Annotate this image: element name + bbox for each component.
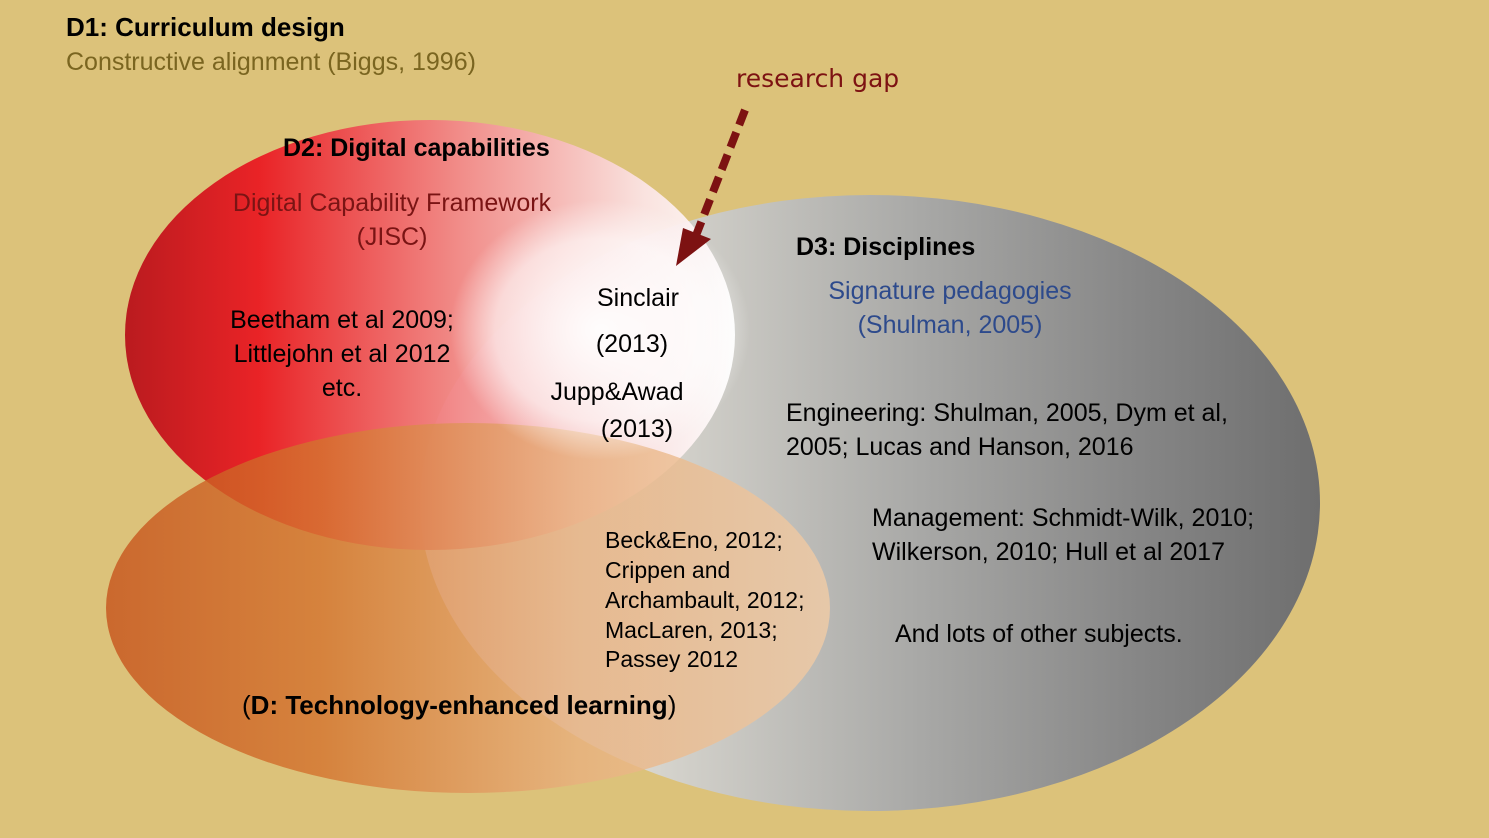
intersection-line4: (2013) bbox=[600, 415, 674, 443]
d2-title: D2: Digital capabilities bbox=[283, 134, 550, 162]
d-tel-title: D: Technology-enhanced learning bbox=[250, 690, 668, 720]
intersection-line3: Jupp&Awad bbox=[550, 378, 684, 406]
d3-management-line1: Management: Schmidt-Wilk, 2010; bbox=[872, 504, 1255, 532]
d1-title: D1: Curriculum design bbox=[66, 12, 345, 42]
intersection-highlight bbox=[450, 200, 750, 460]
d1-subtitle: Constructive alignment (Biggs, 1996) bbox=[66, 48, 476, 76]
tel-ellipse bbox=[106, 423, 830, 793]
d-tel-open-paren: ( bbox=[242, 690, 251, 720]
d3-pedagogy-line1: Signature pedagogies bbox=[828, 277, 1072, 305]
intersection-line2: (2013) bbox=[595, 330, 669, 358]
d3-engineering-line2: 2005; Lucas and Hanson, 2016 bbox=[786, 433, 1134, 461]
d2-refs-line2: Littlejohn et al 2012 bbox=[233, 340, 451, 368]
tel-refs-line3: Archambault, 2012; bbox=[605, 587, 805, 613]
d3-pedagogy-line2: (Shulman, 2005) bbox=[857, 311, 1043, 339]
research-gap-arrow-icon bbox=[676, 108, 749, 266]
d2-framework-line2: (JISC) bbox=[356, 223, 428, 251]
d2-refs-line1: Beetham et al 2009; bbox=[230, 306, 454, 334]
tel-refs-line1: Beck&Eno, 2012; bbox=[605, 527, 783, 553]
research-gap-label: research gap bbox=[736, 64, 900, 93]
d-tel-close-paren: ) bbox=[667, 690, 677, 720]
d2-refs-line3: etc. bbox=[321, 374, 363, 402]
tel-refs-line4: MacLaren, 2013; bbox=[605, 617, 778, 643]
d-tel-label: (D: Technology-enhanced learning) bbox=[242, 690, 676, 721]
d3-engineering-line1: Engineering: Shulman, 2005, Dym et al, bbox=[786, 399, 1228, 427]
tel-refs-line5: Passey 2012 bbox=[605, 646, 738, 672]
tel-refs-line2: Crippen and bbox=[605, 557, 731, 583]
d3-other-subjects: And lots of other subjects. bbox=[895, 620, 1183, 648]
intersection-line1: Sinclair bbox=[597, 284, 679, 312]
d3-management-line2: Wilkerson, 2010; Hull et al 2017 bbox=[872, 538, 1225, 566]
d2-framework-line1: Digital Capability Framework bbox=[232, 189, 552, 217]
d3-title: D3: Disciplines bbox=[796, 233, 976, 261]
